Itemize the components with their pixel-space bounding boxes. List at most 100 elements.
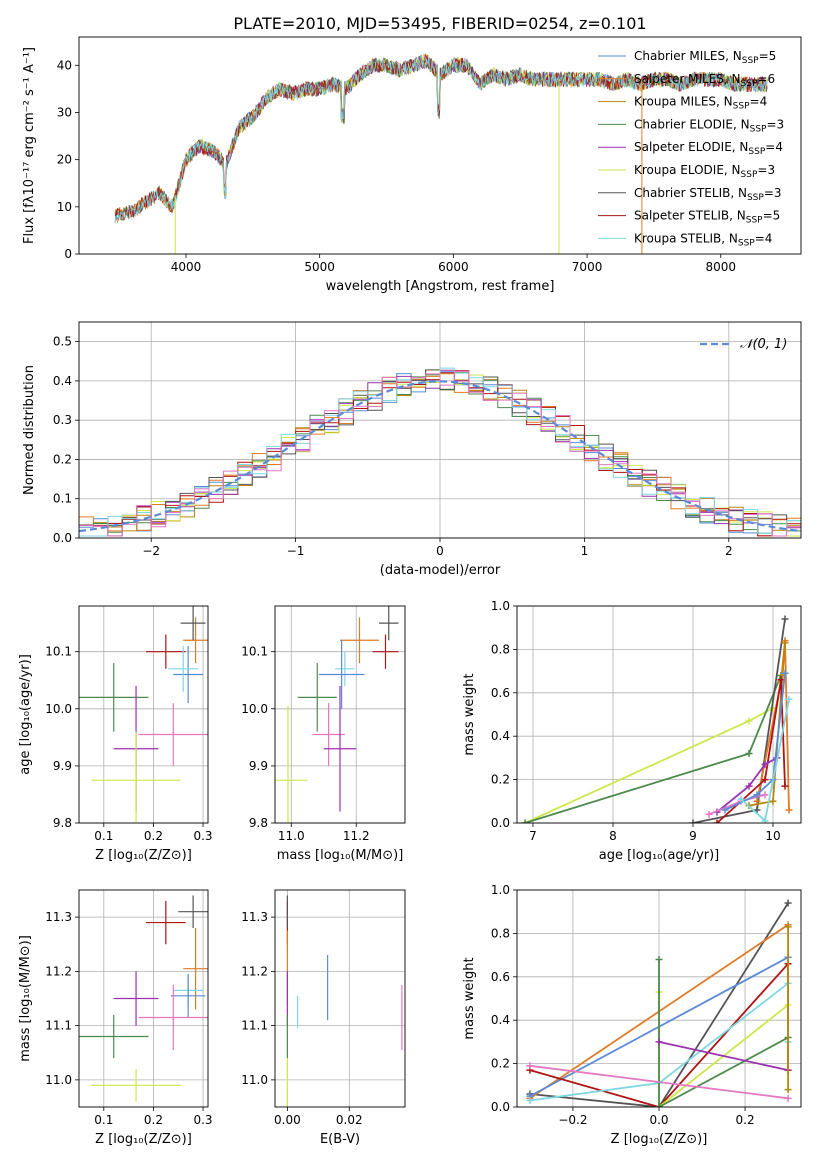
legend-label-sub: SSP <box>748 147 765 157</box>
x-tick-label: −0.2 <box>558 1113 587 1127</box>
weight-marker <box>761 817 769 823</box>
errorbar-point <box>183 617 208 664</box>
errorbar-point <box>275 705 308 823</box>
axes-frame <box>516 605 802 824</box>
plot-area-weight-vs-age <box>521 615 793 823</box>
y-axis-label: Normed distribution <box>22 365 37 495</box>
y-tick-label: 10 <box>57 200 72 214</box>
figure-title: PLATE=2010, MJD=53495, FIBERID=0254, z=0… <box>233 14 646 33</box>
weight-line <box>658 1041 789 1071</box>
y-tick-label: 11.1 <box>241 1019 268 1033</box>
x-axis-label: E(B-V) <box>320 1132 360 1147</box>
y-axis-label: mass weight <box>462 673 477 755</box>
weight-line <box>529 902 789 1107</box>
x-tick-label: 0.2 <box>144 1113 163 1127</box>
legend-label: Salpeter MILES, NSSP=6 <box>634 72 775 89</box>
y-tick-label: 0.0 <box>53 531 72 545</box>
x-tick-label: 0.0 <box>649 1113 668 1127</box>
spectrum-line-stelib_kroupa <box>114 55 768 221</box>
x-tick-label: 11.2 <box>343 829 370 843</box>
panel-mass-vs-Z: 0.1 0.2 0.3 11.0 11.1 11.2 11.3 Z [log₁₀(Z/Z⊙)]… <box>18 889 213 1147</box>
y-tick-label: 0.8 <box>491 926 510 940</box>
weight-marker <box>784 1094 792 1102</box>
y-tick-label: 40 <box>57 58 72 72</box>
weight-marker <box>713 819 721 823</box>
legend-label-tail: =4 <box>750 95 768 109</box>
legend-label-main: Salpeter ELODIE, N <box>634 140 748 154</box>
errorbar-point <box>145 634 186 669</box>
y-tick-label: 1.0 <box>491 599 510 613</box>
y-tick-label: 11.3 <box>45 910 72 924</box>
y-tick-label: 0.1 <box>53 492 72 506</box>
weight-marker <box>753 806 761 814</box>
y-tick-label: 0.4 <box>53 374 72 388</box>
legend-label-main: Salpeter MILES, N <box>634 72 741 86</box>
panel-mass-vs-ebv: 0.00 0.02 11.0 11.1 11.2 11.3 E(B-V) <box>241 889 406 1147</box>
plot-area-mass-vs-ebv <box>286 895 403 1107</box>
errorbar-point <box>113 971 159 1026</box>
y-axis-label: mass weight <box>462 957 477 1039</box>
axes-frame <box>274 889 406 1108</box>
legend-label: Kroupa ELODIE, NSSP=3 <box>634 163 775 180</box>
errorbar-point <box>178 895 208 928</box>
errorbar-point <box>145 900 186 945</box>
y-axis-label: mass [log₁₀(M/M⊙)] <box>18 935 33 1062</box>
legend-label: 𝒩(0, 1) <box>740 337 787 352</box>
legend-label: Chabrier STELIB, NSSP=3 <box>634 186 782 203</box>
y-tick-label: 0.0 <box>491 1100 510 1114</box>
y-tick-label: 10.1 <box>45 645 72 659</box>
y-axis-label: age [log₁₀(age/yr)] <box>18 654 33 775</box>
weight-marker <box>655 1103 663 1107</box>
legend-label-sub: SSP <box>741 79 758 89</box>
axes-frame <box>78 36 802 255</box>
legend-label-main: Kroupa ELODIE, N <box>634 163 741 177</box>
weight-marker <box>781 782 789 790</box>
axes-frame <box>274 605 406 824</box>
weight-marker <box>761 760 769 768</box>
y-tick-label: 11.0 <box>45 1073 72 1087</box>
errorbar-point <box>335 651 355 686</box>
legend-label: Kroupa STELIB, NSSP=4 <box>634 231 772 248</box>
histogram-pink <box>79 371 801 537</box>
x-axis-label: mass [log₁₀(M/M⊙)] <box>277 848 404 863</box>
y-tick-label: 11.2 <box>45 964 72 978</box>
weight-marker <box>781 615 789 623</box>
weight-marker <box>781 639 789 647</box>
weight-marker <box>689 819 697 823</box>
legend-label-sub: SSP <box>750 124 767 134</box>
weight-marker <box>784 899 792 907</box>
legend-label-sub: SSP <box>733 102 750 112</box>
legend-label: Chabrier MILES, NSSP=5 <box>634 49 776 66</box>
x-tick-label: 6000 <box>438 260 469 274</box>
errorbar-point <box>79 1014 149 1059</box>
weight-marker <box>761 776 769 784</box>
legend-label-main: Chabrier MILES, N <box>634 49 742 63</box>
weight-marker <box>753 791 761 799</box>
legend-label-main: Kroupa MILES, N <box>634 95 733 109</box>
legend-label-tail: =3 <box>766 117 784 131</box>
plot-area-age-vs-mass <box>275 606 399 823</box>
x-tick-label: 7000 <box>572 260 603 274</box>
x-tick-label: 0.02 <box>336 1113 363 1127</box>
x-tick-label: 0.1 <box>94 1113 113 1127</box>
errorbar-point <box>297 663 337 732</box>
axes-frame <box>78 889 209 1108</box>
legend-label-sub: SSP <box>738 238 755 248</box>
x-tick-label: 8000 <box>706 260 737 274</box>
x-tick-label: 11.0 <box>278 829 305 843</box>
weight-marker <box>745 782 753 790</box>
panel-weight-vs-Z: −0.2 0.0 0.2 0.0 0.2 0.4 0.6 0.8 1.0 Z [log₁₀(Z/Z… <box>462 883 802 1147</box>
weight-marker <box>761 791 769 799</box>
x-tick-label: 0 <box>436 544 444 558</box>
x-tick-label: 10 <box>765 829 780 843</box>
legend-label-tail: =3 <box>757 163 775 177</box>
errorbar-point <box>138 984 208 1051</box>
panel-age-vs-Z: 0.1 0.2 0.3 9.8 9.9 10.0 10.1 Z [log₁₀(Z/Z⊙)] ag… <box>18 605 213 863</box>
errorbar-point <box>91 1069 181 1102</box>
x-tick-label: 7 <box>529 829 537 843</box>
errorbar-point <box>379 606 399 641</box>
errorbar-point <box>180 606 206 641</box>
weight-marker <box>705 810 713 818</box>
y-tick-label: 9.9 <box>249 759 268 773</box>
